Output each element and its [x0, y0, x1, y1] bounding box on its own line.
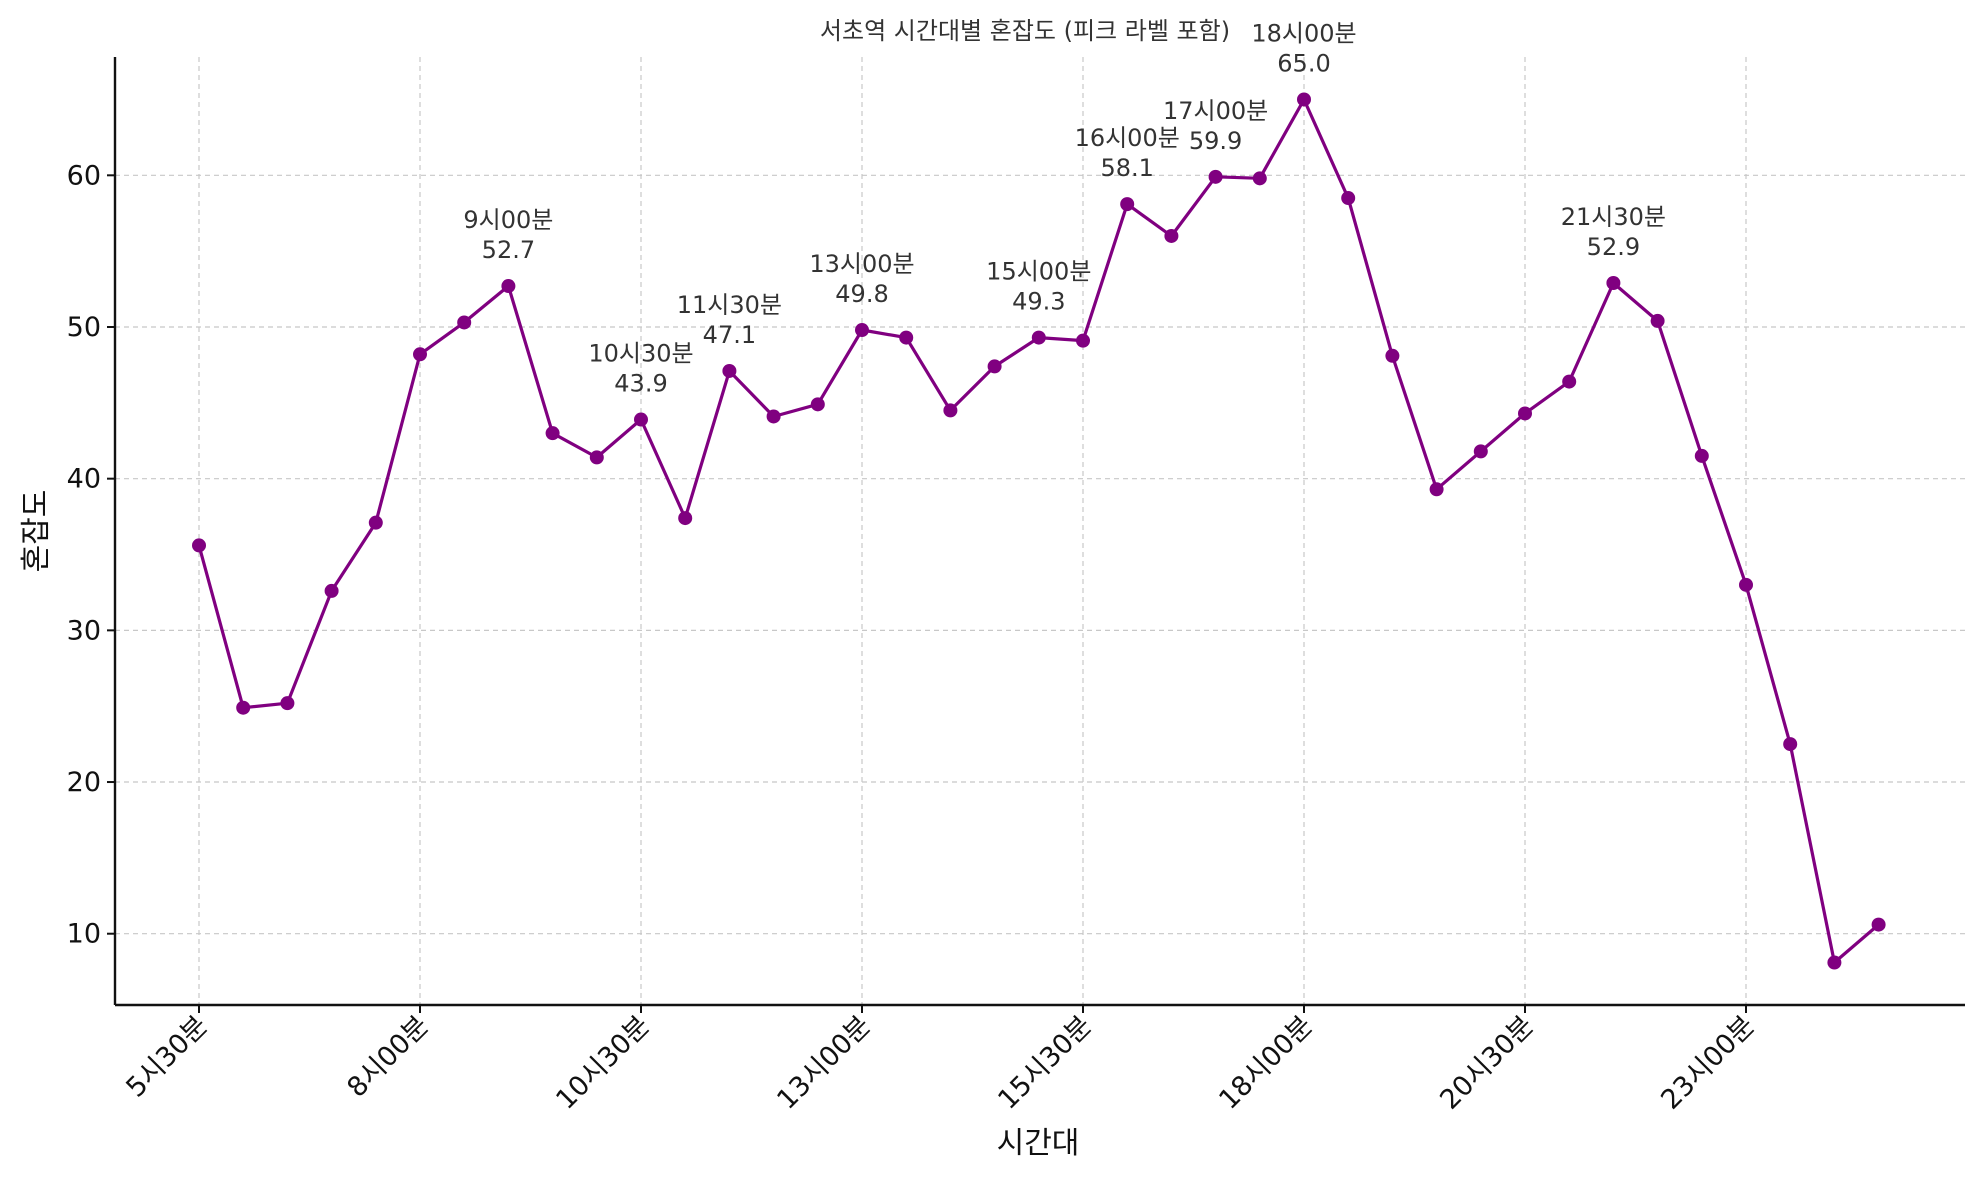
x-tick-label: 13시00분	[771, 1010, 877, 1116]
data-point	[413, 347, 427, 362]
data-point	[1694, 448, 1709, 463]
peak-time-label: 17시00분	[1163, 97, 1268, 125]
x-tick-label: 8시00분	[341, 1010, 434, 1103]
y-tick-label: 30	[67, 615, 101, 646]
data-point	[324, 583, 339, 598]
peak-time-label: 11시30분	[677, 291, 782, 319]
peak-value-label: 65.0	[1277, 49, 1330, 77]
peak-value-label: 52.9	[1587, 233, 1640, 261]
peak-time-label: 21시30분	[1561, 203, 1666, 231]
peak-time-label: 16시00분	[1075, 124, 1180, 152]
data-point	[1562, 374, 1577, 389]
peak-time-label: 15시00분	[986, 258, 1091, 286]
x-tick-label: 5시30분	[120, 1010, 213, 1103]
data-point	[1518, 406, 1532, 421]
data-point	[1208, 169, 1223, 184]
axis-layer	[113, 57, 1965, 1007]
data-point	[1871, 917, 1886, 932]
data-point	[1252, 171, 1267, 186]
data-point	[1783, 737, 1798, 752]
peak-value-label: 52.7	[482, 236, 535, 264]
x-tick-label: 10시30분	[550, 1010, 656, 1116]
data-point	[1076, 333, 1090, 348]
data-point	[987, 359, 1002, 374]
data-point	[766, 409, 781, 424]
x-tick-label: 23시00분	[1655, 1010, 1761, 1116]
y-tick-label: 40	[67, 464, 101, 495]
data-point	[1120, 197, 1135, 212]
peak-time-label: 9시00분	[463, 206, 553, 234]
data-point	[722, 363, 737, 378]
data-point	[1473, 444, 1488, 459]
peak-value-label: 47.1	[703, 321, 756, 349]
data-point	[855, 323, 869, 338]
data-point	[1429, 482, 1444, 497]
data-point	[634, 412, 648, 427]
data-point	[501, 279, 516, 294]
data-point	[545, 426, 560, 441]
x-axis-title: 시간대	[997, 1126, 1080, 1161]
peak-time-label: 18시00분	[1251, 19, 1356, 47]
y-axis-title: 혼잡도	[19, 490, 54, 573]
data-point	[1031, 330, 1046, 345]
y-tick-label: 60	[67, 160, 101, 191]
data-point	[1827, 955, 1842, 970]
y-tick-label: 10	[67, 919, 101, 950]
peak-value-label: 49.3	[1012, 288, 1065, 316]
data-point	[457, 315, 472, 330]
data-point	[192, 538, 206, 553]
y-tick-label: 50	[67, 312, 101, 343]
series-layer	[192, 92, 1886, 970]
data-point	[1297, 92, 1311, 107]
data-point	[1164, 228, 1179, 243]
data-point	[1385, 348, 1400, 363]
peak-value-label: 43.9	[614, 370, 667, 398]
x-tick-label: 20시30분	[1434, 1010, 1540, 1116]
data-point	[943, 403, 958, 418]
peak-value-label: 49.8	[835, 280, 888, 308]
data-point	[678, 511, 693, 526]
data-point	[899, 330, 914, 345]
data-point	[280, 696, 295, 711]
data-point	[236, 700, 251, 715]
data-point	[1650, 313, 1665, 328]
chart-title: 서초역 시간대별 혼잡도 (피크 라벨 포함)	[820, 17, 1230, 45]
data-point	[589, 450, 604, 465]
peak-value-label: 58.1	[1100, 154, 1153, 182]
peak-value-label: 59.9	[1189, 127, 1242, 155]
data-point	[810, 397, 825, 412]
data-point	[368, 515, 383, 530]
y-tick-label: 20	[67, 767, 101, 798]
data-point	[1606, 276, 1621, 291]
x-tick-label: 15시30분	[992, 1010, 1098, 1116]
peak-time-label: 13시00분	[809, 250, 914, 278]
x-tick-label: 18시00분	[1213, 1010, 1319, 1116]
data-point	[1739, 577, 1753, 592]
data-point	[1341, 191, 1356, 206]
grid-layer	[115, 57, 1965, 1005]
peak-time-label: 10시30분	[588, 340, 693, 368]
tick-layer: 10 20 30 40 50 60 5시30분 8시00분 10시30분 13시00분 15시30분…	[67, 160, 1761, 1115]
